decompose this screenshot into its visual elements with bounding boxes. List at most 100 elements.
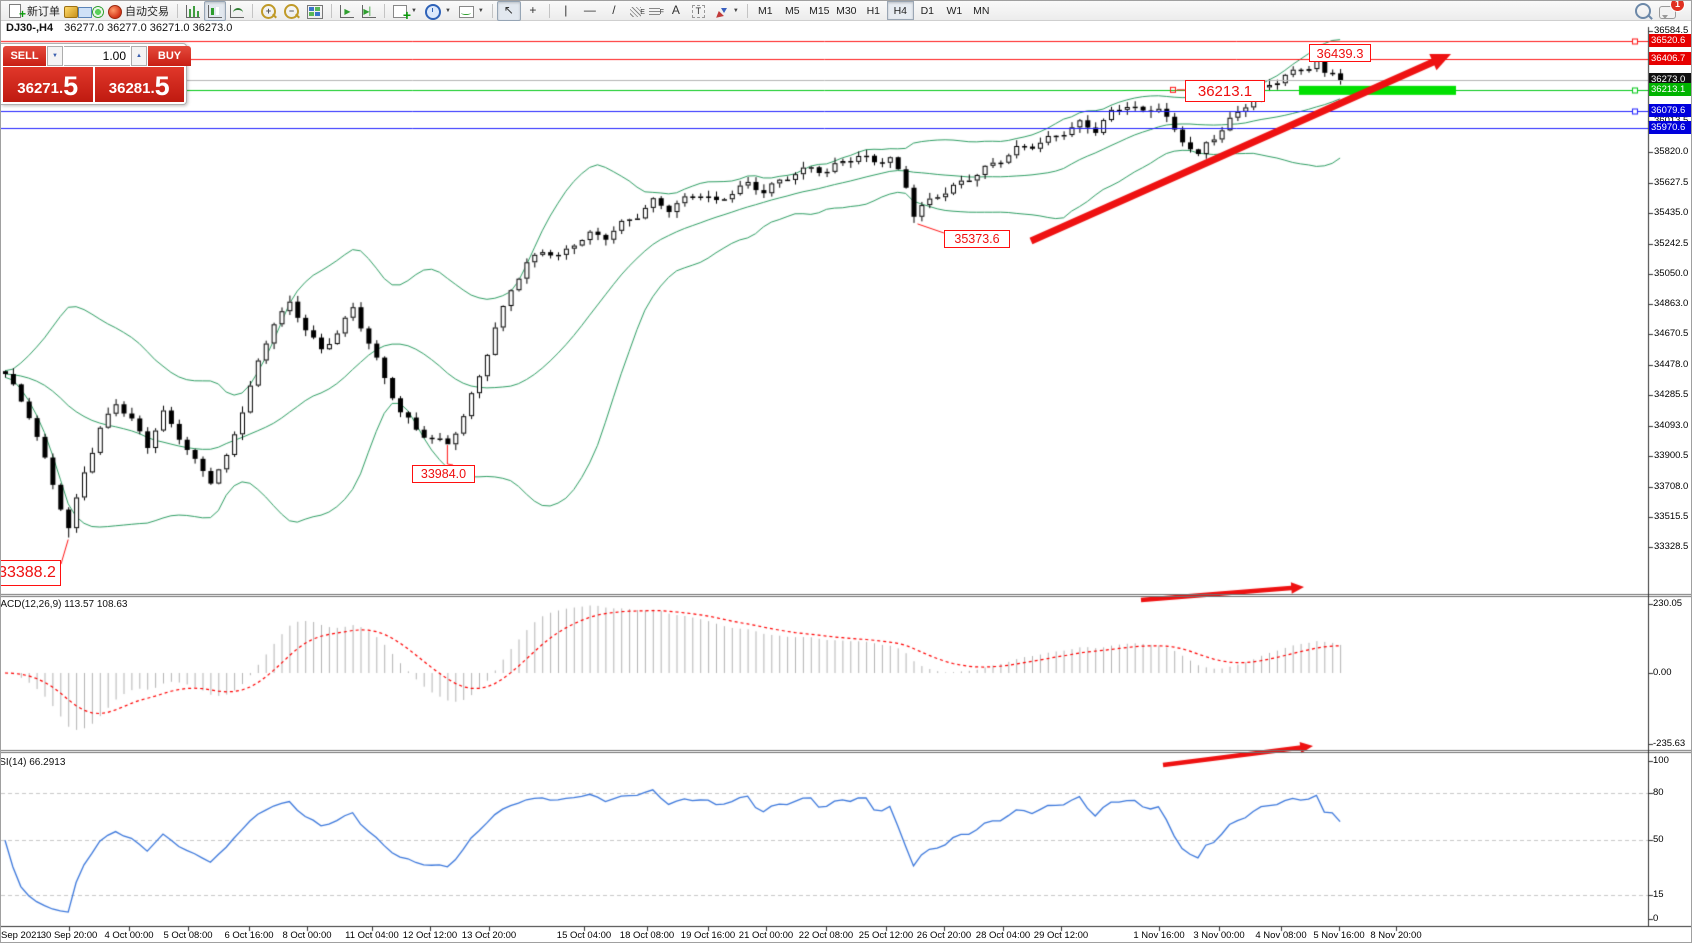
time-axis-label: 11 Oct 04:00 (345, 930, 399, 941)
volume-decrease-button[interactable]: ▼ (47, 46, 63, 66)
main-toolbar: 新订单 自动交易 + − ▶ ▶▏ ▼ ▼ ▼ ↖ + | — / A T (1, 1, 1691, 23)
high-label[interactable]: 36439.3 (1309, 44, 1371, 62)
market-watch-icon[interactable] (64, 6, 78, 18)
periods-button[interactable]: ▼ (421, 1, 455, 21)
chevron-down-icon: ▼ (477, 7, 484, 14)
terminal-icon[interactable] (78, 6, 92, 18)
time-axis-label: 30 Sep 20:00 (40, 930, 98, 941)
time-axis-label: 29 Oct 12:00 (1033, 930, 1089, 941)
volume-input[interactable] (64, 46, 130, 66)
crosshair-button[interactable]: + (521, 1, 545, 21)
new-order-button[interactable]: 新订单 (4, 1, 64, 22)
price-axis-tick: 35627.5 (1654, 176, 1689, 188)
trendline-button[interactable]: / (602, 1, 626, 21)
text-button[interactable]: A (664, 1, 688, 21)
indicators-icon (393, 5, 411, 23)
price-badge: 36520.6 (1649, 34, 1691, 48)
notification-badge: 1 (1670, 1, 1685, 12)
one-click-trading-panel: SELL ▼ ▲ BUY 36271. 5 36281. 5 (1, 43, 191, 105)
timeframe-bar: M1 M5 M15 M30 H1 H4 D1 W1 MN (752, 1, 995, 20)
fibonacci-button[interactable] (645, 1, 664, 21)
timeframe-m15[interactable]: M15 (809, 4, 830, 17)
horizontal-line-button[interactable]: — (578, 1, 602, 21)
price-axis-tick: 34863.0 (1654, 297, 1689, 309)
search-button[interactable] (1631, 1, 1655, 21)
bar-chart-button[interactable] (182, 1, 204, 21)
sell-price-head: 36271. (17, 80, 64, 97)
timeframe-m1[interactable]: M1 (758, 4, 773, 17)
separator (252, 3, 253, 18)
time-axis-label: 8 Nov 20:00 (1370, 930, 1422, 941)
chart-shift-button[interactable]: ▶▏ (358, 1, 380, 21)
buy-price-head: 36281. (108, 80, 155, 97)
candlestick-chart-button[interactable] (204, 1, 226, 21)
level-label[interactable]: 36213.1 (1185, 80, 1265, 102)
price-badge: 36406.7 (1649, 52, 1691, 66)
timeframe-m5[interactable]: M5 (785, 4, 800, 17)
bar-chart-icon (186, 5, 200, 18)
volume-increase-button[interactable]: ▲ (131, 46, 147, 66)
time-axis-label: Sep 2021 (1, 930, 42, 941)
price-axis-tick: 35050.0 (1654, 268, 1689, 280)
sell-button[interactable]: SELL (3, 46, 46, 66)
rsi-label: RSI(14) 66.2913 (0, 757, 66, 768)
chevron-down-icon: ▼ (732, 7, 739, 14)
auto-trading-icon (108, 4, 122, 19)
auto-trading-button[interactable]: 自动交易 (104, 1, 173, 21)
line-chart-button[interactable] (226, 1, 248, 21)
arrows-button[interactable]: ▼ (709, 1, 743, 21)
chevron-down-icon: ▼ (411, 7, 417, 14)
sell-price[interactable]: 36271. 5 (3, 67, 93, 102)
time-axis-label: 5 Oct 08:00 (163, 930, 213, 941)
time-axis-label: 28 Oct 04:00 (975, 930, 1031, 941)
fibonacci-icon (648, 5, 664, 21)
zoom-out-button[interactable]: − (280, 1, 303, 21)
timeframe-h1[interactable]: H1 (866, 4, 881, 17)
swing-low-label[interactable]: 35373.6 (944, 230, 1010, 248)
signals-icon[interactable] (92, 5, 104, 18)
tile-windows-button[interactable] (303, 1, 327, 21)
price-badge: 36213.1 (1649, 82, 1691, 96)
channel-button[interactable] (626, 1, 645, 21)
zoom-in-button[interactable]: + (257, 1, 280, 21)
indicators-button[interactable]: ▼ (389, 1, 421, 23)
candlestick-icon (208, 5, 222, 18)
time-axis-label: 4 Oct 00:00 (104, 930, 154, 941)
price-badge: 35970.6 (1649, 121, 1691, 135)
templates-button[interactable]: ▼ (455, 1, 488, 21)
price-axis-tick: 33328.5 (1654, 541, 1689, 552)
timeframe-w1[interactable]: W1 (946, 4, 963, 17)
timeframe-mn[interactable]: MN (973, 4, 990, 17)
buy-price[interactable]: 36281. 5 (94, 67, 184, 102)
rsi-axis-tick: 50 (1653, 834, 1664, 845)
notifications-button[interactable]: 1 (1655, 1, 1685, 21)
low-label[interactable]: 33984.0 (412, 465, 475, 483)
time-axis-label: 6 Oct 16:00 (224, 930, 274, 941)
buy-button[interactable]: BUY (148, 46, 191, 66)
text-label-icon: T (691, 5, 705, 18)
trendline-icon: / (612, 2, 616, 17)
vertical-line-button[interactable]: | (554, 1, 578, 21)
price-axis-tick: 35435.0 (1654, 207, 1689, 219)
cursor-icon: ↖ (503, 2, 514, 17)
timeframe-h4[interactable]: H4 (886, 1, 914, 20)
text-label-button[interactable]: T (688, 1, 709, 21)
time-axis-label: 26 Oct 20:00 (916, 930, 972, 941)
separator (548, 3, 550, 18)
equidistant-channel-icon (629, 5, 645, 21)
timeframe-d1[interactable]: D1 (920, 4, 935, 17)
rsi-axis-tick: 100 (1653, 755, 1669, 766)
major-low-label[interactable]: 33388.2 (1, 560, 61, 586)
tile-windows-icon (307, 4, 323, 19)
price-axis-tick: 34670.5 (1654, 328, 1689, 340)
timeframe-m30[interactable]: M30 (836, 4, 857, 17)
crosshair-icon: + (529, 2, 537, 17)
price-axis-tick: 33708.0 (1654, 480, 1689, 492)
price-axis-tick: 36013.5 (1654, 115, 1688, 126)
time-axis-label: 19 Oct 16:00 (680, 930, 736, 941)
cursor-button[interactable]: ↖ (496, 1, 521, 21)
chevron-down-icon: ▼ (444, 7, 451, 14)
auto-scroll-button[interactable]: ▶ (336, 1, 358, 21)
